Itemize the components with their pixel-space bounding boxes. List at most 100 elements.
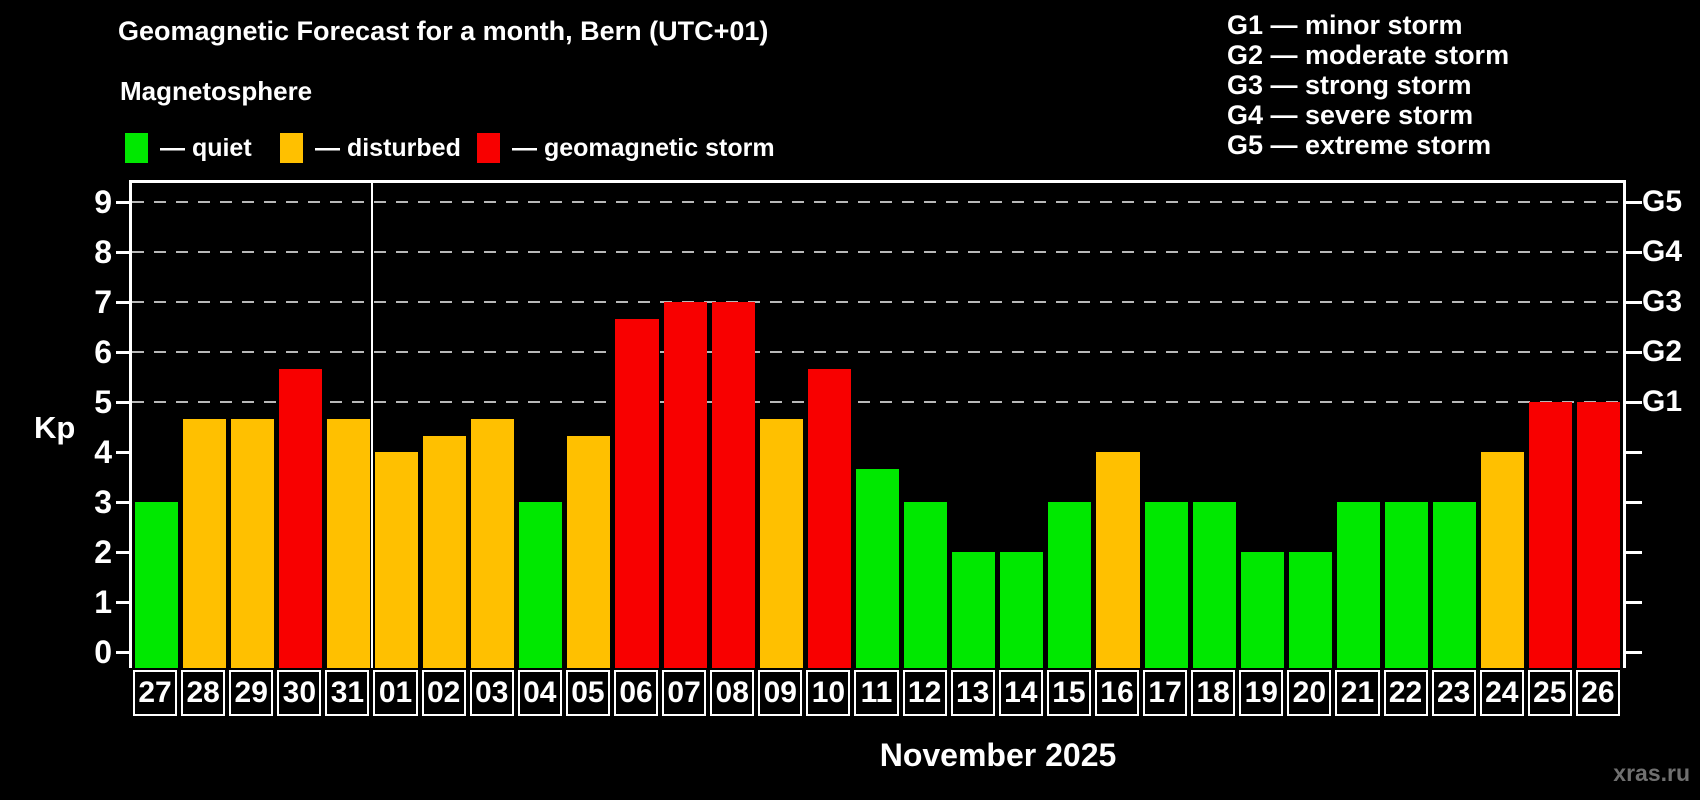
right-tick-4 [1626,451,1642,454]
left-tick-9 [116,201,132,204]
right-tick-9 [1626,201,1642,204]
bar-05 [567,435,611,668]
y-axis-title: Kp [34,410,76,445]
date-cell-03: 03 [469,670,514,716]
bar-07 [663,302,707,668]
legend-label-storm: — geomagnetic storm [512,133,775,162]
y-tick-label-7: 7 [94,284,112,320]
g-scale-label-g3: G3 [1642,285,1683,318]
y-tick-label-2: 2 [94,534,112,570]
gridline-kp9 [132,201,1623,203]
bar-28 [182,418,226,668]
bar-23 [1433,502,1477,668]
bar-25 [1529,402,1573,668]
bar-26 [1577,402,1621,668]
gridline-kp5 [132,401,1623,403]
gridline-kp7 [132,301,1623,303]
bar-03 [471,418,515,668]
bar-10 [807,368,851,668]
date-cell-31: 31 [325,670,370,716]
date-cell-22: 22 [1383,670,1428,716]
date-cell-16: 16 [1094,670,1140,716]
left-tick-0 [116,651,132,654]
right-tick-8 [1626,251,1642,254]
date-cell-09: 09 [758,670,803,716]
date-cell-30: 30 [277,670,322,716]
date-cell-07: 07 [662,670,707,716]
quiet-color-swatch [125,133,148,163]
bar-29 [230,418,274,668]
y-tick-label-9: 9 [94,184,112,220]
storm-scale-legend: G1 — minor storm G2 — moderate storm G3 … [1227,10,1509,160]
right-tick-7 [1626,301,1642,304]
right-tick-6 [1626,351,1642,354]
legend-label-disturbed: — disturbed [315,133,461,162]
left-tick-7 [116,301,132,304]
bar-30 [278,368,322,668]
y-tick-label-3: 3 [94,484,112,520]
bar-09 [759,418,803,668]
legend-item-quiet: — quiet [125,133,252,163]
y-tick-label-8: 8 [94,234,112,270]
date-cell-27: 27 [133,670,178,716]
magnetosphere-label: Magnetosphere [120,76,313,106]
left-tick-6 [116,351,132,354]
month-separator [371,183,374,668]
bar-31 [326,418,370,668]
left-tick-3 [116,501,132,504]
bar-04 [519,502,563,668]
bar-27 [134,502,178,668]
bar-12 [904,502,948,668]
date-cell-06: 06 [613,670,659,716]
right-tick-0 [1626,651,1642,654]
date-cell-28: 28 [181,670,226,716]
bar-20 [1288,552,1332,668]
g-scale-label-g1: G1 [1642,385,1683,418]
disturbed-color-swatch [280,133,303,163]
y-tick-label-5: 5 [94,384,112,420]
left-tick-4 [116,451,132,454]
y-tick-label-0: 0 [94,634,112,670]
bar-01 [374,452,419,668]
left-tick-8 [116,251,132,254]
date-cell-21: 21 [1335,670,1380,716]
plot-area [129,180,1626,668]
bar-18 [1192,502,1236,668]
gridline-kp6 [132,351,1623,353]
date-cell-15: 15 [1046,670,1091,716]
storm-scale-g4: G4 — severe storm [1227,100,1474,130]
storm-scale-g3: G3 — strong storm [1227,70,1472,100]
storm-scale-g5: G5 — extreme storm [1227,130,1492,160]
date-cell-11: 11 [854,670,899,716]
bar-19 [1240,552,1284,668]
bar-24 [1481,452,1525,668]
g-scale-label-g5: G5 [1642,185,1683,218]
bar-15 [1048,502,1092,668]
right-tick-1 [1626,601,1642,604]
date-cell-20: 20 [1287,670,1332,716]
legend-item-storm: — geomagnetic storm [477,133,775,163]
bar-02 [423,435,467,668]
storm-scale-g1: G1 — minor storm [1227,10,1463,40]
left-tick-1 [116,601,132,604]
right-tick-5 [1626,401,1642,404]
bar-21 [1336,502,1380,668]
bar-22 [1385,502,1429,668]
bar-14 [1000,552,1044,668]
date-cell-18: 18 [1191,670,1236,716]
storm-color-swatch [477,133,500,163]
bar-13 [952,552,996,668]
date-cell-01: 01 [373,670,418,716]
bar-17 [1144,502,1188,668]
right-tick-3 [1626,501,1642,504]
gridline-kp8 [132,251,1623,253]
right-tick-2 [1626,551,1642,554]
y-tick-label-6: 6 [94,334,112,370]
g-scale-label-g2: G2 [1642,335,1683,368]
date-cell-24: 24 [1479,670,1524,716]
bar-06 [615,318,659,668]
legend-label-quiet: — quiet [160,133,252,162]
left-tick-5 [116,401,132,404]
date-cell-14: 14 [998,670,1043,716]
x-axis-title: November 2025 [879,737,1117,773]
